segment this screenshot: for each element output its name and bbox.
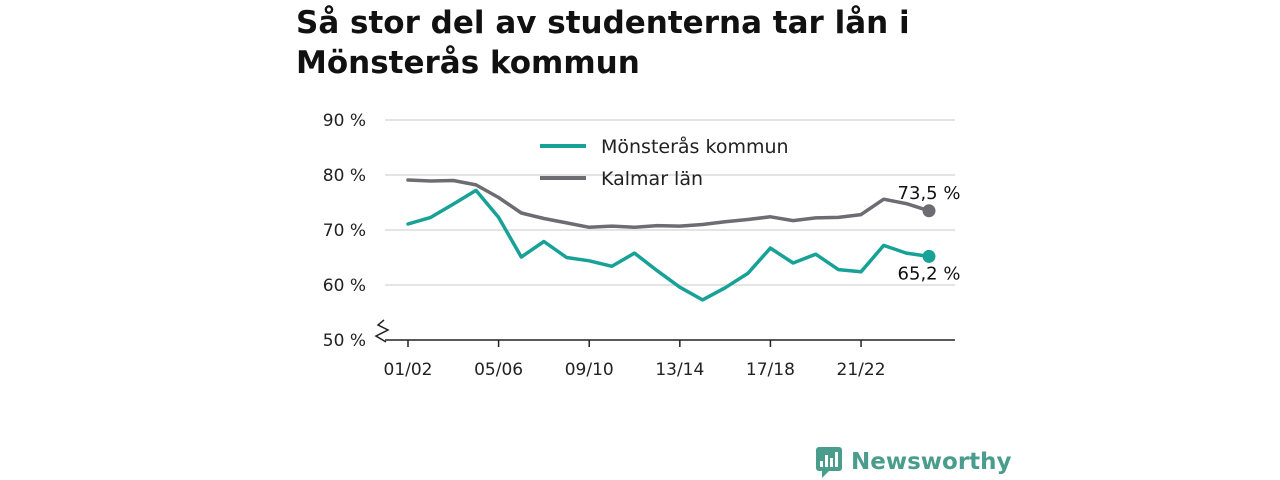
y-tick-label: 90 %: [323, 111, 366, 131]
x-tick-label: 13/14: [655, 360, 704, 380]
series-line-0: [406, 188, 931, 302]
legend: Mönsterås kommun Kalmar län: [540, 135, 789, 190]
axes: 50 % 60 % 70 % 80 % 90 % 01/02 05/06 09/10 13/14…: [323, 111, 955, 380]
y-tick-label: 50 %: [323, 331, 366, 351]
axis-break-mark: [374, 319, 390, 343]
brand-name: Newsworthy: [851, 449, 1012, 475]
series-end-label-1: 73,5 %: [898, 183, 961, 204]
x-tick-label: 01/02: [384, 360, 433, 380]
series-line-1: [406, 178, 931, 230]
series: 65,2 % 73,5 %: [406, 178, 961, 302]
bar-chart-speech-icon: [816, 447, 842, 478]
y-tick-label: 80 %: [323, 166, 366, 186]
brand-logo: Newsworthy: [816, 447, 1012, 478]
chart-title-line-2: Mönsterås kommun: [296, 45, 640, 81]
y-tick-label: 70 %: [323, 221, 366, 241]
x-tick-label: 21/22: [837, 360, 886, 380]
x-tick-label: 17/18: [746, 360, 795, 380]
legend-label-1: Kalmar län: [601, 168, 703, 190]
series-endpoint-0: [922, 249, 936, 263]
series-end-label-0: 65,2 %: [898, 263, 961, 284]
x-tick-label: 05/06: [474, 360, 523, 380]
x-tick-label: 09/10: [565, 360, 614, 380]
chart-title-line-1: Så stor del av studenterna tar lån i: [296, 5, 910, 41]
grid: [385, 119, 955, 286]
legend-label-0: Mönsterås kommun: [601, 135, 789, 158]
series-endpoint-1: [922, 204, 936, 218]
y-tick-label: 60 %: [323, 276, 366, 296]
